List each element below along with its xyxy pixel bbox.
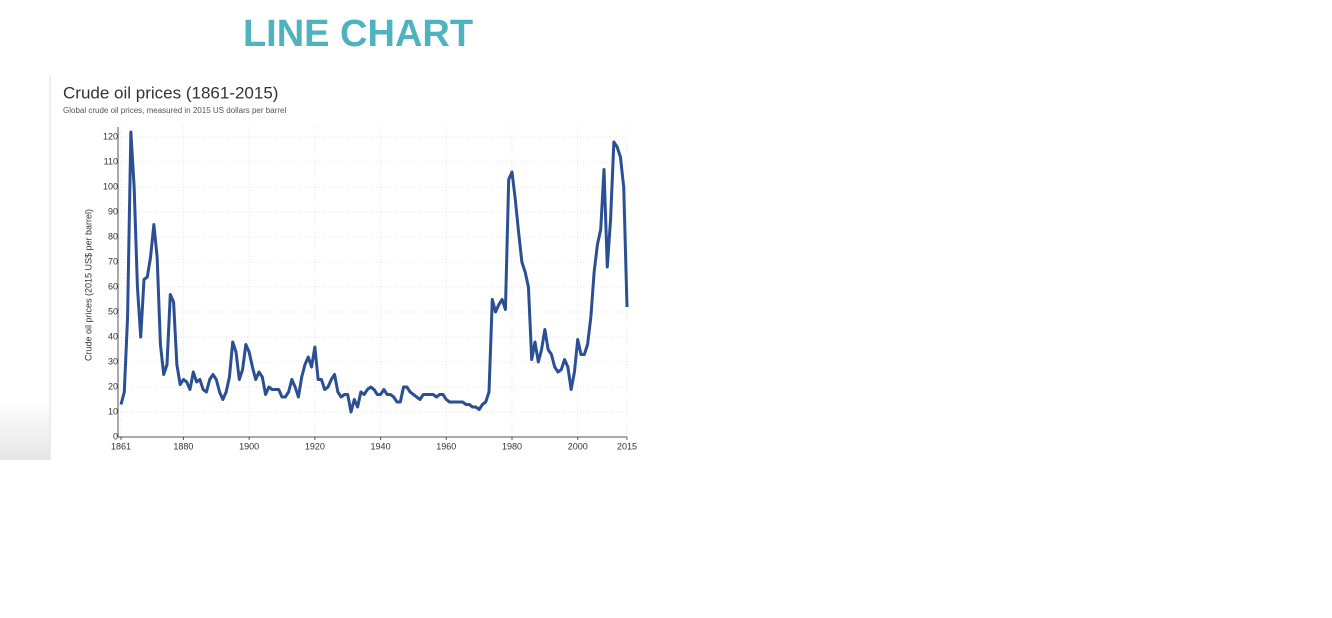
- slide: LINE CHART Crude oil prices (1861-2015) …: [0, 0, 687, 460]
- y-tick-label: 0: [113, 431, 118, 441]
- chart-subtitle: Global crude oil prices, measured in 201…: [63, 106, 286, 115]
- data-line: [119, 130, 629, 414]
- x-tick-label: 1861: [111, 441, 131, 451]
- chart-title: Crude oil prices (1861-2015): [63, 83, 278, 102]
- x-tick-label: 1880: [173, 441, 193, 451]
- y-tick-label: 30: [108, 356, 118, 366]
- slide-title: LINE CHART: [243, 13, 473, 55]
- y-tick-label: 120: [103, 131, 118, 141]
- y-tick-label: 10: [108, 406, 118, 416]
- y-axis-label: Crude oil prices (2015 US$ per barrel): [83, 209, 93, 361]
- chart-panel: [50, 76, 687, 460]
- y-tick-label: 60: [108, 281, 118, 291]
- y-tick-label: 70: [108, 256, 118, 266]
- x-tick-label: 1900: [239, 441, 259, 451]
- y-tick-label: 40: [108, 331, 118, 341]
- chart: LINE CHART Crude oil prices (1861-2015) …: [49, 13, 687, 460]
- x-tick-label: 1980: [502, 441, 522, 451]
- y-tick-label: 90: [108, 206, 118, 216]
- y-tick-label: 50: [108, 306, 118, 316]
- x-tick-label: 1960: [436, 441, 456, 451]
- x-tick-label: 1920: [305, 441, 325, 451]
- x-tick-label: 1940: [371, 441, 391, 451]
- y-tick-label: 110: [104, 156, 118, 166]
- x-tick-label: 2015: [617, 441, 637, 451]
- x-tick-label: 2000: [568, 441, 588, 451]
- y-tick-label: 80: [108, 231, 118, 241]
- y-tick-label: 100: [103, 181, 118, 191]
- y-tick-label: 20: [108, 381, 118, 391]
